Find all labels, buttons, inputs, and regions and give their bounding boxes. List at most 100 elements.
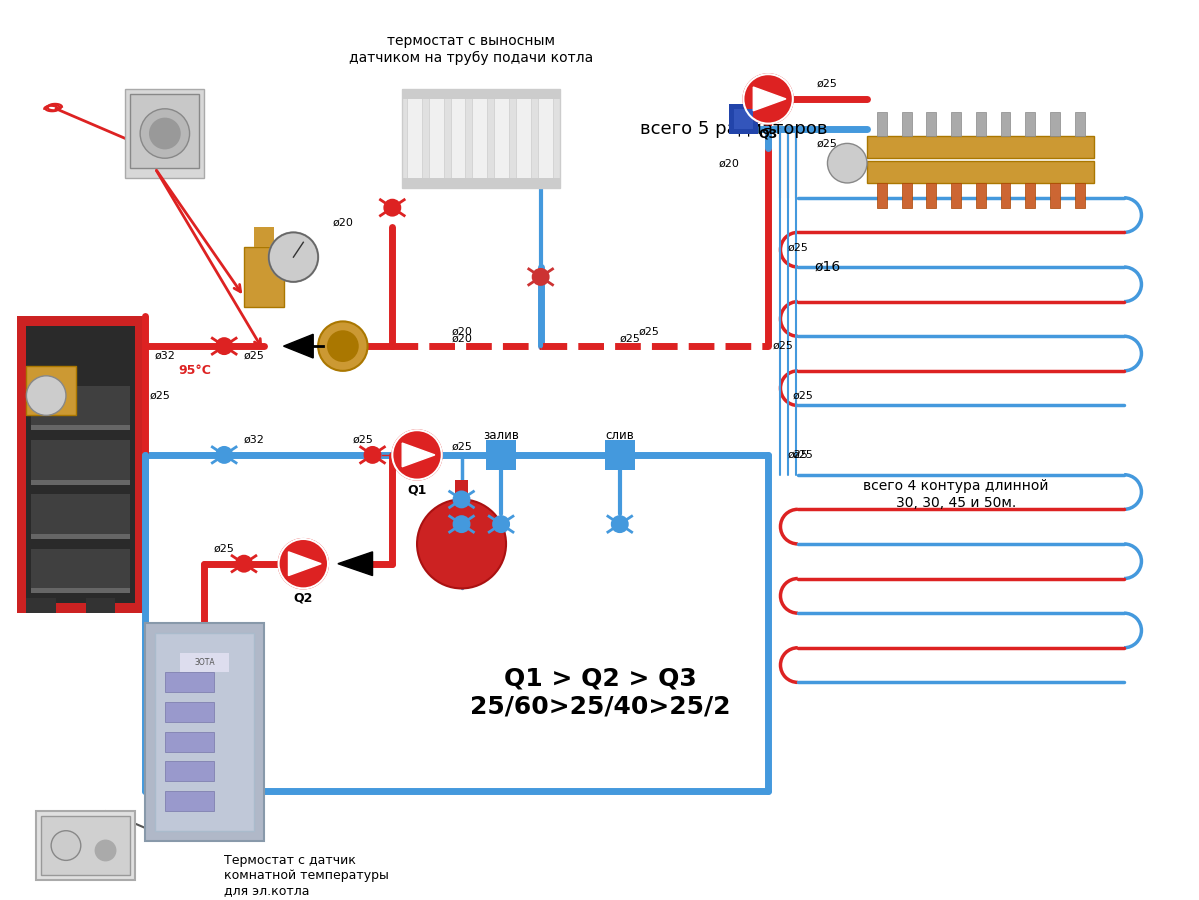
Circle shape — [236, 556, 252, 572]
Text: ø16: ø16 — [814, 260, 840, 274]
Bar — [31, 480, 131, 484]
Polygon shape — [283, 334, 313, 358]
Circle shape — [278, 539, 329, 589]
Bar — [472, 94, 487, 183]
Text: всего 5 радиаторов: всего 5 радиаторов — [639, 120, 827, 138]
Circle shape — [216, 338, 233, 354]
Text: ø25: ø25 — [213, 544, 235, 554]
Bar — [26, 598, 56, 613]
Bar — [145, 623, 264, 841]
Text: ø32: ø32 — [155, 351, 175, 361]
Bar — [451, 94, 465, 183]
Text: Q1 > Q2 > Q3
25/60>25/40>25/2: Q1 > Q2 > Q3 25/60>25/40>25/2 — [470, 666, 730, 718]
Text: ø25: ø25 — [788, 242, 809, 252]
Bar — [429, 94, 444, 183]
Bar — [31, 534, 131, 539]
Circle shape — [364, 447, 380, 463]
Circle shape — [26, 376, 66, 416]
Bar — [1025, 183, 1035, 208]
Circle shape — [453, 491, 470, 508]
Text: Термостат с датчик
комнатной температуры
для эл.котла: Термостат с датчик комнатной температуры… — [224, 854, 388, 896]
Text: всего 4 контура длинной
30, 30, 45 и 50м.: всего 4 контура длинной 30, 30, 45 и 50м… — [863, 480, 1049, 509]
Bar — [876, 183, 887, 208]
Bar — [1050, 183, 1060, 208]
Text: ø25: ø25 — [451, 442, 472, 452]
Circle shape — [150, 119, 180, 148]
Bar — [1074, 112, 1085, 137]
Circle shape — [532, 269, 549, 284]
Text: Q1: Q1 — [408, 483, 427, 496]
Bar — [402, 89, 560, 188]
Text: ø25: ø25 — [619, 333, 640, 343]
Polygon shape — [402, 443, 435, 467]
Circle shape — [385, 200, 400, 216]
Circle shape — [417, 500, 506, 589]
Bar — [951, 183, 960, 208]
Circle shape — [318, 321, 368, 371]
Bar — [36, 811, 135, 880]
Bar — [41, 816, 131, 875]
Bar — [876, 112, 887, 137]
Bar — [516, 94, 531, 183]
Circle shape — [493, 517, 510, 532]
Bar — [927, 112, 936, 137]
Circle shape — [329, 331, 357, 361]
Bar — [408, 94, 422, 183]
Bar — [867, 161, 1095, 183]
Text: ø25: ø25 — [793, 450, 814, 460]
Bar — [1000, 112, 1011, 137]
Text: ø20: ø20 — [332, 218, 354, 228]
Bar — [31, 494, 131, 539]
Bar — [155, 633, 254, 831]
Circle shape — [216, 447, 233, 463]
Bar — [17, 317, 145, 613]
Bar — [1000, 183, 1011, 208]
Bar — [976, 112, 986, 137]
Bar — [243, 248, 283, 307]
Text: ø25: ø25 — [788, 450, 809, 460]
Bar — [254, 228, 273, 248]
Bar — [1025, 112, 1035, 137]
Text: ø25: ø25 — [353, 435, 373, 446]
Bar — [164, 702, 215, 722]
Text: ø25: ø25 — [817, 139, 838, 148]
Bar — [494, 94, 510, 183]
Text: ø25: ø25 — [639, 327, 659, 337]
Text: Q2: Q2 — [294, 592, 313, 605]
Bar — [867, 137, 1095, 158]
Text: ø20: ø20 — [718, 158, 739, 168]
Bar — [902, 112, 911, 137]
Polygon shape — [338, 552, 373, 576]
Bar — [31, 440, 131, 484]
Bar — [454, 480, 469, 500]
Text: ø25: ø25 — [793, 391, 814, 401]
Bar — [164, 791, 215, 811]
Text: ø25: ø25 — [150, 391, 171, 401]
Bar — [31, 589, 131, 593]
Text: ø25: ø25 — [773, 341, 794, 351]
Text: слив: слив — [605, 428, 634, 442]
Bar — [31, 386, 131, 430]
Bar — [164, 672, 215, 692]
Circle shape — [453, 517, 470, 532]
Bar — [402, 89, 560, 99]
Text: ø20: ø20 — [451, 333, 472, 343]
Bar — [537, 94, 553, 183]
Text: 95°С: 95°С — [179, 364, 211, 377]
Bar — [487, 440, 516, 470]
Bar — [31, 549, 131, 593]
Text: термостат с выносным
датчиком на трубу подачи котла: термостат с выносным датчиком на трубу п… — [349, 34, 594, 65]
Bar — [902, 183, 911, 208]
Text: ø25: ø25 — [817, 79, 838, 89]
Text: ø25: ø25 — [733, 113, 753, 123]
Bar — [1074, 183, 1085, 208]
Bar — [164, 761, 215, 781]
Circle shape — [743, 74, 793, 123]
Text: ø32: ø32 — [243, 435, 264, 446]
Circle shape — [611, 517, 628, 532]
Bar — [86, 598, 115, 613]
Circle shape — [140, 109, 189, 158]
Bar — [164, 732, 215, 752]
Bar — [131, 94, 199, 168]
Bar — [126, 89, 204, 178]
